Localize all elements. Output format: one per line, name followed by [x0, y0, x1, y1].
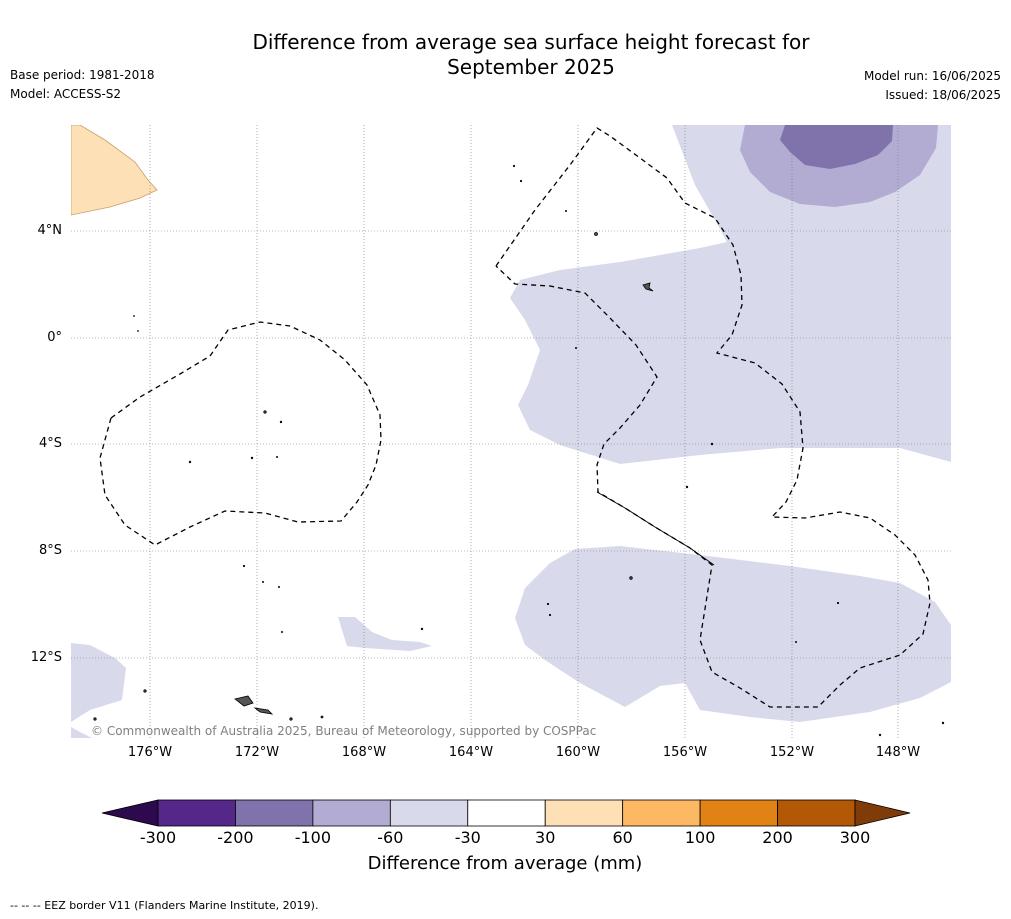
island-atoll [289, 717, 293, 721]
colorbar-tick-label: 100 [684, 828, 716, 847]
colorbar-tick-label: -60 [377, 828, 404, 847]
copyright-notice: © Commonwealth of Australia 2025, Bureau… [91, 724, 597, 738]
colorbar-tick-label: 300 [839, 828, 871, 847]
model-label: Model: ACCESS-S2 [10, 87, 122, 101]
island-atoll [261, 581, 264, 584]
island-atoll [546, 602, 550, 606]
colorbar-tick-label: 30 [535, 828, 556, 847]
island-atoll [941, 721, 945, 725]
island-atoll [565, 209, 568, 212]
anomaly-region-south-east [515, 546, 951, 722]
lon-tick-176w: 176°W [127, 745, 173, 760]
lon-tick-168w: 168°W [341, 745, 387, 760]
island-atoll [710, 442, 714, 446]
colorbar-tick-label: -300 [139, 828, 177, 847]
model-run-label: Model run: 16/06/2025 [863, 69, 1001, 83]
colorbar-tick-label: -200 [217, 828, 254, 847]
colorbar-extend-low [101, 799, 159, 827]
map-title: Difference from average sea surface heig… [180, 30, 882, 80]
anomaly-region-positive-north-west [71, 125, 158, 216]
island-atoll [188, 460, 192, 464]
island-atoll [629, 576, 633, 580]
anomaly-region-south-west-corner [71, 727, 92, 738]
maritime-boundary-solid [596, 491, 715, 566]
lat-tick-4s: 4°S [38, 436, 62, 451]
island-atoll [512, 164, 516, 168]
colorbar-tick-label: -30 [454, 828, 481, 847]
colorbar-bin [157, 799, 236, 827]
island-atoll [263, 410, 267, 414]
lat-tick-12s: 12°S [30, 650, 62, 665]
eez-footnote: -- -- -- EEZ border V11 (Flanders Marine… [10, 899, 319, 912]
colorbar-tick-label: 200 [762, 828, 793, 847]
island-atoll [795, 641, 798, 644]
colorbar-bin [699, 799, 778, 827]
island-atoll [320, 715, 324, 719]
island-atoll [420, 627, 424, 631]
colorbar-bin [235, 799, 314, 827]
island-samoa-savaii [253, 707, 274, 715]
lon-tick-156w: 156°W [662, 745, 708, 760]
lat-tick-8s: 8°S [38, 543, 62, 558]
lon-tick-148w: 148°W [875, 745, 921, 760]
lat-tick-4n: 4°N [37, 223, 63, 238]
anomaly-region-north-strong [780, 125, 893, 169]
eez-border-tokelau [99, 321, 382, 546]
colorbar-bin [312, 799, 391, 827]
eez-borders [99, 127, 931, 708]
island-atoll [93, 717, 97, 721]
lon-tick-172w: 172°W [234, 745, 280, 760]
issued-label: Issued: 18/06/2025 [885, 88, 1001, 102]
islands [93, 164, 945, 737]
eez-border-kiribati-line [495, 127, 931, 708]
island-kiritimati [642, 282, 654, 292]
colorbar-bin [777, 799, 856, 827]
meta-right: Model run: 16/06/2025 Issued: 18/06/2025 [864, 67, 1001, 105]
lon-tick-164w: 164°W [448, 745, 494, 760]
anomaly-region-south-central [338, 617, 432, 651]
title-line-2: September 2025 [447, 55, 615, 79]
colorbar-bin [622, 799, 701, 827]
colorbar-bins [157, 799, 856, 827]
island-atoll [519, 179, 523, 183]
anomaly-region-south-west [71, 643, 126, 722]
island-atoll [548, 613, 552, 617]
colorbar-tick-label: 60 [612, 828, 633, 847]
island-atoll [275, 455, 278, 458]
colorbar-tick-label: -100 [294, 828, 332, 847]
island-atoll [878, 733, 882, 737]
island-atoll [133, 315, 135, 317]
base-period-label: Base period: 1981-2018 [10, 68, 155, 82]
island-atoll [279, 420, 283, 424]
colorbar-bin [544, 799, 624, 827]
meta-left: Base period: 1981-2018 Model: ACCESS-S2 [10, 66, 155, 104]
lon-tick-152w: 152°W [769, 745, 815, 760]
island-atoll [242, 564, 246, 568]
map-area [71, 125, 951, 738]
island-atoll [137, 330, 139, 332]
island-atoll [143, 689, 147, 693]
island-atoll [250, 456, 254, 460]
island-atoll [594, 232, 598, 236]
island-atoll [280, 631, 283, 634]
anomaly-region-north-east [510, 125, 951, 464]
island-samoa-upolu [234, 695, 254, 707]
colorbar-bin [389, 799, 469, 827]
island-atoll [575, 346, 578, 349]
colorbar-bin [467, 799, 546, 827]
island-atoll [685, 485, 689, 489]
title-line-1: Difference from average sea surface heig… [252, 30, 810, 54]
island-atoll [836, 601, 840, 605]
lat-tick-0: 0° [47, 330, 62, 345]
colorbar-title: Difference from average (mm) [367, 853, 643, 874]
colorbar-extend-high [854, 799, 911, 827]
island-atoll [277, 586, 280, 589]
lon-tick-160w: 160°W [555, 745, 601, 760]
graticule [71, 125, 951, 738]
